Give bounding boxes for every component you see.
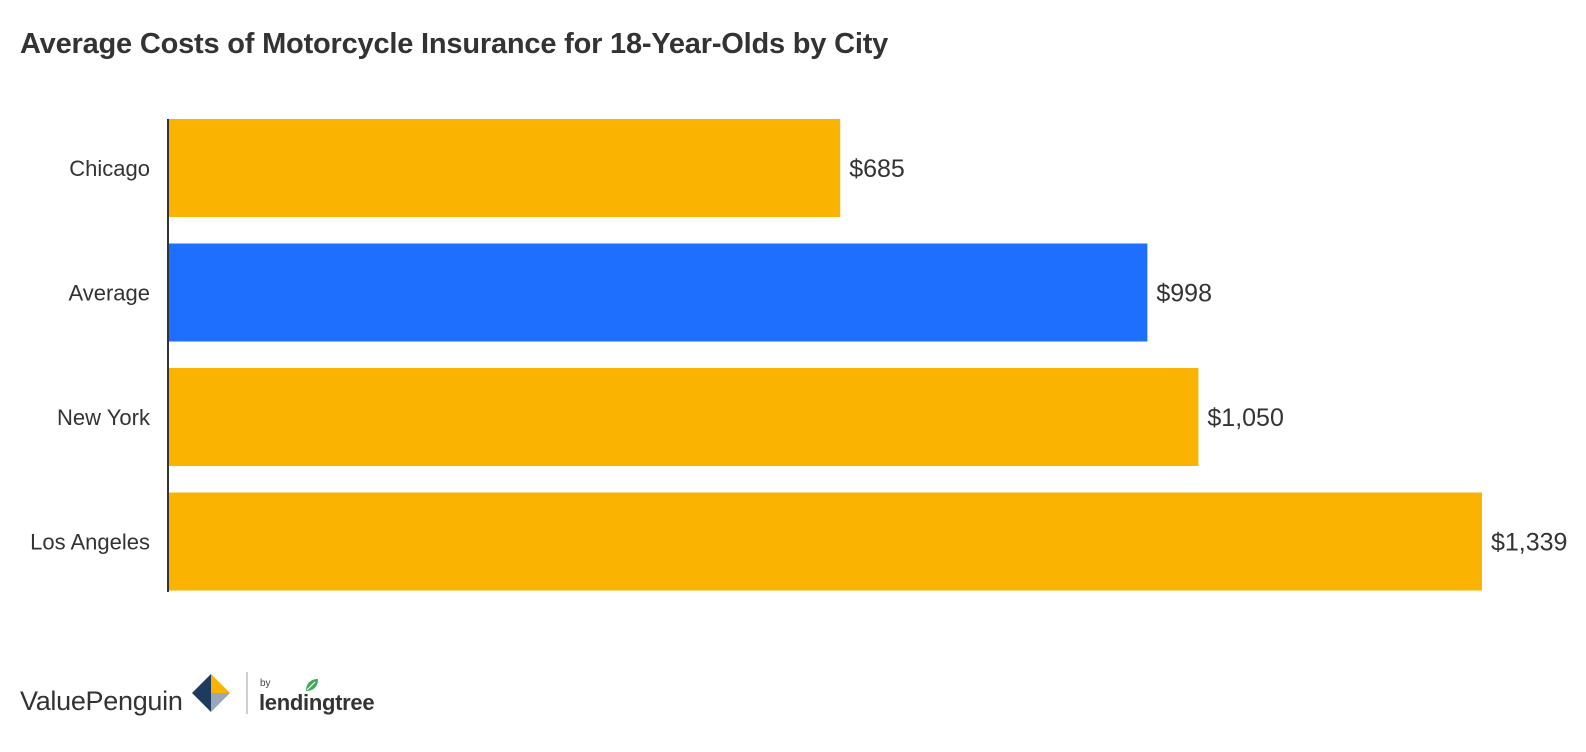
leaf-icon [306,679,318,691]
footer-divider [246,672,248,714]
category-label-chicago: Chicago [69,156,150,181]
by-label: by [260,678,271,689]
value-label-average: $998 [1156,280,1212,308]
chart-title: Average Costs of Motorcycle Insurance fo… [20,28,889,60]
category-label-average: Average [68,281,150,306]
category-label-los-angeles: Los Angeles [30,530,150,555]
bar-chart: Chicago $685 Average $998 New York $1,050 Los … [30,119,1567,592]
category-label-new-york: New York [57,405,151,430]
bar-los-angeles [168,492,1482,591]
bar-new-york [168,368,1199,466]
bar-chicago [168,119,841,217]
value-label-chicago: $685 [849,155,905,183]
valuepenguin-brand: ValuePenguin [20,686,183,716]
lendingtree-brand: lendingtree [259,690,375,715]
valuepenguin-logo-icon [192,674,230,712]
bar-average [168,243,1148,342]
value-label-new-york: $1,050 [1207,404,1283,432]
value-label-los-angeles: $1,339 [1491,529,1567,557]
